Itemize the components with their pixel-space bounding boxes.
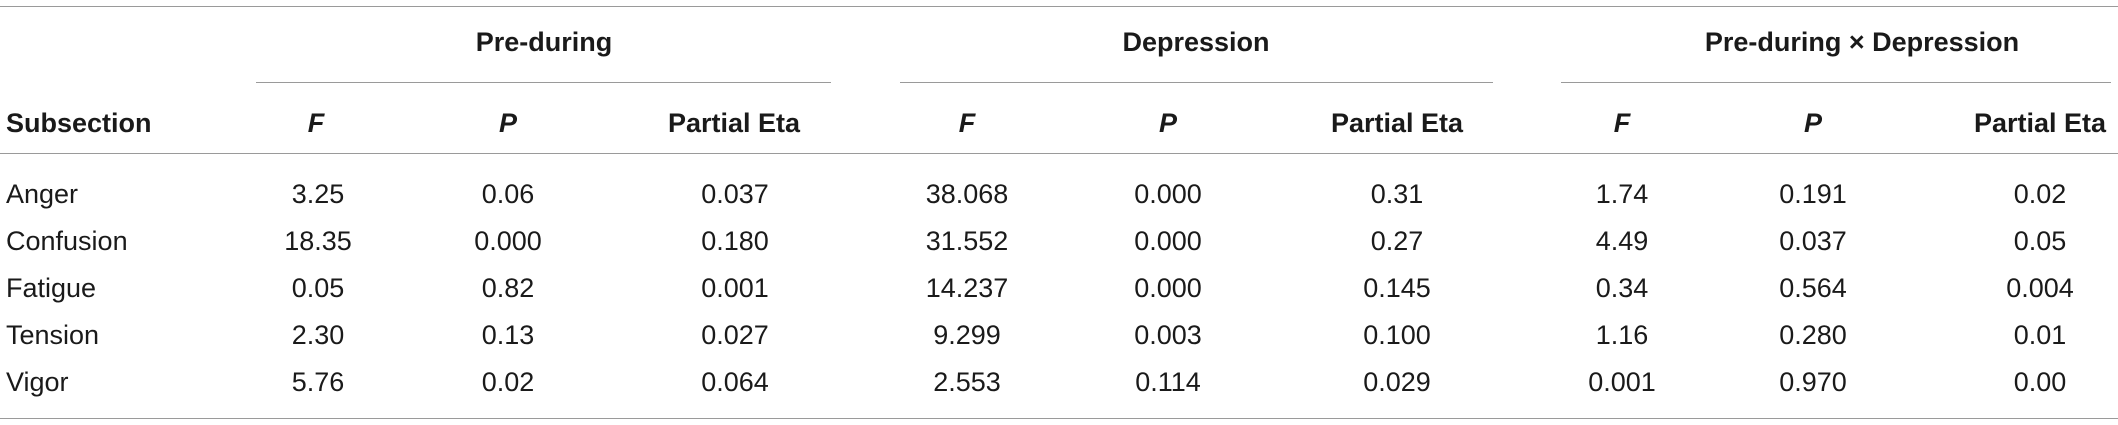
cell-value: 0.564	[1779, 273, 1847, 303]
cell-value: 0.05	[2013, 226, 2067, 256]
cell-value: 14.237	[925, 273, 1009, 303]
group-header-interaction: Pre-during × Depression	[1704, 27, 2020, 57]
cell-value: 0.31	[1370, 179, 1424, 209]
row-label: Tension	[6, 320, 100, 350]
group-header-pre-during: Pre-during	[475, 27, 613, 57]
row-label: Vigor	[6, 367, 69, 397]
column-header-subsection: Subsection	[6, 108, 152, 138]
cell-value: 0.027	[701, 320, 769, 350]
cell-value: 0.27	[1370, 226, 1424, 256]
cell-value: 0.180	[701, 226, 769, 256]
cell-value: 0.001	[1588, 367, 1656, 397]
cell-value: 2.30	[291, 320, 345, 350]
cell-value: 4.49	[1595, 226, 1649, 256]
cell-value: 0.82	[481, 273, 535, 303]
cell-value: 0.970	[1779, 367, 1847, 397]
cell-value: 0.02	[2013, 179, 2067, 209]
column-header-f: F	[958, 108, 976, 138]
group-header-depression: Depression	[1122, 27, 1270, 57]
cell-value: 0.00	[2013, 367, 2067, 397]
column-header-partial-eta: Partial Eta	[667, 108, 801, 138]
cell-value: 5.76	[291, 367, 345, 397]
cell-value: 0.191	[1779, 179, 1847, 209]
column-header-partial-eta: Partial Eta	[1330, 108, 1464, 138]
cell-value: 1.16	[1595, 320, 1649, 350]
cell-value: 0.06	[481, 179, 535, 209]
column-header-p: P	[498, 108, 518, 138]
cell-value: 0.34	[1595, 273, 1649, 303]
row-label: Confusion	[6, 226, 128, 256]
column-header-p: P	[1803, 108, 1823, 138]
cell-value: 0.004	[2006, 273, 2074, 303]
row-label: Fatigue	[6, 273, 97, 303]
group-rule-pre-during	[256, 82, 831, 83]
cell-value: 0.280	[1779, 320, 1847, 350]
cell-value: 0.100	[1363, 320, 1431, 350]
cell-value: 0.029	[1363, 367, 1431, 397]
cell-value: 1.74	[1595, 179, 1649, 209]
cell-value: 0.000	[1134, 179, 1202, 209]
cell-value: 0.003	[1134, 320, 1202, 350]
cell-value: 0.02	[481, 367, 535, 397]
cell-value: 0.114	[1135, 367, 1201, 397]
table-top-rule	[0, 6, 2118, 7]
cell-value: 2.553	[933, 367, 1001, 397]
cell-value: 0.05	[291, 273, 345, 303]
cell-value: 18.35	[284, 226, 352, 256]
cell-value: 0.037	[701, 179, 769, 209]
cell-value: 0.000	[1134, 226, 1202, 256]
cell-value: 0.13	[481, 320, 535, 350]
cell-value: 0.001	[701, 273, 769, 303]
cell-value: 0.145	[1363, 273, 1431, 303]
cell-value: 0.000	[1134, 273, 1202, 303]
cell-value: 31.552	[925, 226, 1009, 256]
column-header-p: P	[1158, 108, 1178, 138]
header-rule	[0, 153, 2118, 154]
group-rule-interaction	[1561, 82, 2111, 83]
cell-value: 38.068	[925, 179, 1009, 209]
cell-value: 3.25	[291, 179, 345, 209]
cell-value: 0.037	[1779, 226, 1847, 256]
column-header-f: F	[307, 108, 325, 138]
table-bottom-rule	[0, 418, 2118, 419]
cell-value: 0.064	[701, 367, 769, 397]
group-rule-depression	[900, 82, 1493, 83]
row-label: Anger	[6, 179, 79, 209]
column-header-f: F	[1613, 108, 1631, 138]
cell-value: 9.299	[933, 320, 1001, 350]
cell-value: 0.000	[474, 226, 542, 256]
cell-value: 0.01	[2013, 320, 2067, 350]
column-header-partial-eta: Partial Eta	[1973, 108, 2107, 138]
